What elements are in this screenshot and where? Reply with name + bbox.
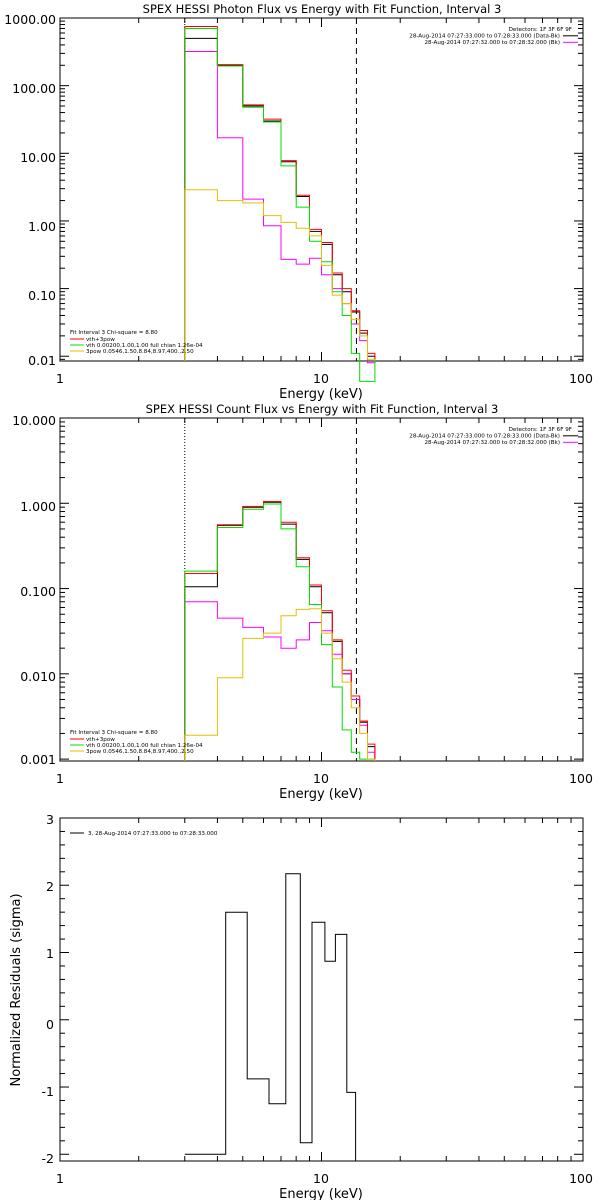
photon-flux-ytick-label-0.01: 0.01: [28, 353, 56, 368]
count-flux-ticks: [59, 417, 583, 761]
residuals-xtick-label-100: 100: [569, 1171, 593, 1186]
residuals-legend-label: 3, 28-Aug-2014 07:27:33.000 to 07:28:33.…: [88, 831, 218, 837]
count-flux-xaxis-label: Energy (keV): [279, 787, 363, 802]
count-flux-xtick-label-100: 100: [569, 771, 593, 786]
count-flux-xtick-label-1: 1: [56, 771, 64, 786]
count-flux-ytick-label-0.001: 0.001: [20, 752, 56, 767]
residuals-panel: 1 10 100 3 2 1 0 -1 -2 Energy (keV) Norm…: [9, 812, 593, 1200]
photon-flux-ytick-label-1: 1.00: [28, 219, 56, 234]
count-flux-series-3: [184, 503, 376, 761]
residuals-xaxis-label: Energy (keV): [279, 1187, 363, 1200]
count-flux-series-4: [184, 608, 376, 761]
residuals-ytick-label-0: 0: [46, 1017, 54, 1032]
photon-flux-legend-label-total: vth+3pow: [86, 337, 115, 343]
residuals-plot-frame: [59, 817, 584, 1162]
count-flux-title: SPEX HESSI Count Flux vs Energy with Fit…: [146, 402, 499, 416]
photon-flux-ytick-label-10: 10.00: [20, 150, 56, 165]
count-flux-series-1: [184, 601, 376, 761]
photon-flux-series-2: [184, 26, 376, 361]
photon-flux-info-data-interval: 28-Aug-2014 07:27:33.000 to 07:28:33.000…: [409, 34, 560, 40]
photon-flux-panel: SPEX HESSI Photon Flux vs Energy with Fi…: [4, 2, 593, 402]
count-flux-xtick-label-10: 10: [313, 771, 329, 786]
residuals-ytick-label-minus1: -1: [42, 1084, 54, 1099]
count-flux-info-data-interval: 28-Aug-2014 07:27:33.000 to 07:28:33.000…: [409, 434, 560, 440]
residuals-series: [184, 873, 357, 1161]
residuals-ytick-label-3: 3: [46, 812, 54, 827]
photon-flux-xaxis-label: Energy (keV): [279, 387, 363, 402]
photon-flux-title: SPEX HESSI Photon Flux vs Energy with Fi…: [143, 2, 502, 16]
photon-flux-ticks: [59, 17, 583, 361]
count-flux-series: [184, 501, 376, 761]
count-flux-info-bk-interval: 28-Aug-2014 07:27:32.000 to 07:28:32.000…: [424, 440, 560, 446]
count-flux-legend-title: Fit Interval 3 Chi-square = 8.80: [70, 730, 158, 736]
photon-flux-series-4: [184, 189, 376, 361]
residuals-ytick-label-1: 1: [46, 946, 54, 961]
photon-flux-ytick-label-100: 100.00: [12, 81, 56, 96]
photon-flux-series-1: [184, 51, 376, 364]
residuals-ytick-label-minus2: -2: [42, 1151, 54, 1166]
count-flux-ytick-label-0.1: 0.100: [20, 584, 56, 599]
count-flux-legend-label-total: vth+3pow: [86, 737, 115, 743]
residuals-ytick-label-2: 2: [46, 879, 54, 894]
count-flux-ytick-label-0.01: 0.010: [20, 669, 56, 684]
count-flux-panel: SPEX HESSI Count Flux vs Energy with Fit…: [12, 402, 593, 802]
photon-flux-series-3: [184, 28, 376, 382]
photon-flux-xtick-label-10: 10: [313, 371, 329, 386]
photon-flux-legend-title: Fit Interval 3 Chi-square = 8.80: [70, 330, 158, 336]
count-flux-info-detectors: Detectors: 1F 3F 6F 9F: [509, 427, 572, 433]
photon-flux-legend-label-vth: vth 0.00200,1.00,1.00 full chian 1.26e-0…: [86, 343, 203, 349]
photon-flux-legend-label-3pow: 3pow 0.0546,1.50,8.84,8.97,400.,2.50: [86, 349, 194, 355]
photon-flux-xtick-label-100: 100: [569, 371, 593, 386]
residuals-series-0: [184, 873, 357, 1161]
count-flux-ytick-label-1: 1.000: [20, 499, 56, 514]
photon-flux-plot-frame: [59, 17, 584, 362]
count-flux-series-0: [184, 501, 376, 761]
count-flux-legend-label-3pow: 3pow 0.0546,1.50,8.84,8.97,400.,2.50: [86, 749, 194, 755]
photon-flux-xtick-label-1: 1: [56, 371, 64, 386]
count-flux-legend-label-vth: vth 0.00200,1.00,1.00 full chian 1.26e-0…: [86, 743, 203, 749]
photon-flux-series: [184, 26, 376, 382]
residuals-xtick-label-10: 10: [313, 1171, 329, 1186]
photon-flux-ytick-label-1000: 1000.00: [4, 12, 56, 27]
residuals-yaxis-label: Normalized Residuals (sigma): [9, 893, 24, 1086]
count-flux-reference-lines: [184, 418, 357, 761]
photon-flux-info-bk-interval: 28-Aug-2014 07:27:32.000 to 07:28:32.000…: [424, 40, 560, 46]
photon-flux-ytick-label-0.1: 0.10: [28, 288, 56, 303]
photon-flux-info-detectors: Detectors: 1F 3F 6F 9F: [509, 27, 572, 33]
residuals-ticks: [59, 817, 583, 1161]
residuals-xtick-label-1: 1: [56, 1171, 64, 1186]
count-flux-series-2: [184, 501, 376, 761]
count-flux-ytick-label-10: 10.000: [12, 413, 56, 428]
photon-flux-series-0: [184, 37, 376, 361]
